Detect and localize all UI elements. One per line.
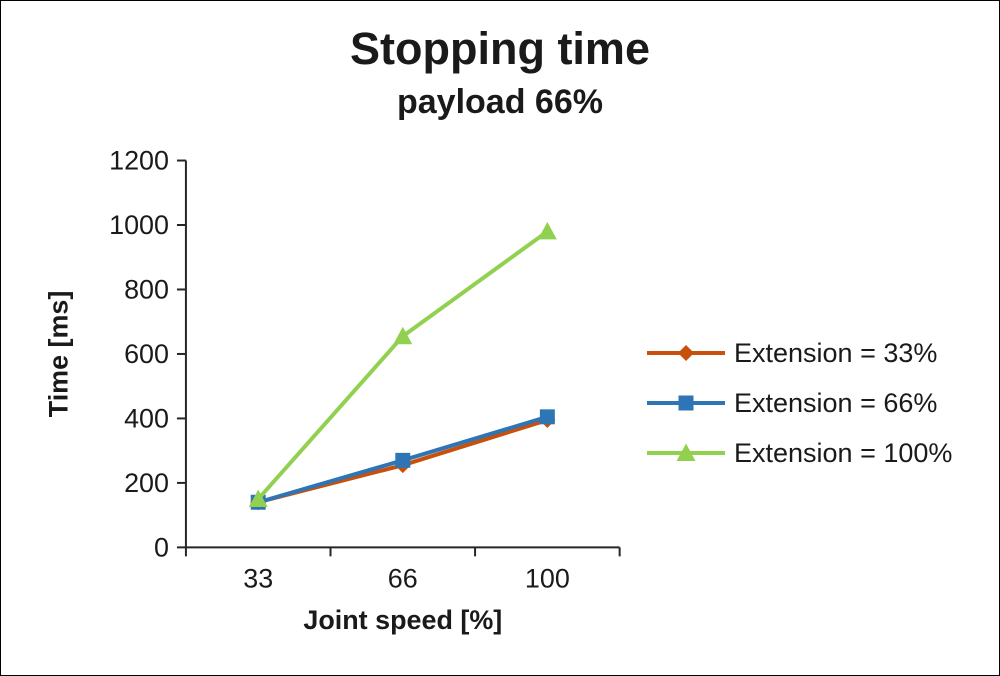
x-tick-label: 66 <box>388 563 418 593</box>
y-tick-label: 600 <box>124 339 169 369</box>
legend-item: Extension = 33% <box>647 332 952 374</box>
legend-item: Extension = 100% <box>647 432 952 474</box>
legend-item: Extension = 66% <box>647 382 952 424</box>
square-marker-icon <box>678 395 694 411</box>
legend-label: Extension = 100% <box>734 437 953 468</box>
y-tick-label: 1000 <box>109 210 169 240</box>
x-tick-label: 100 <box>525 563 570 593</box>
diamond-marker-icon <box>678 345 694 361</box>
chart-title: Stopping time <box>350 23 650 74</box>
legend: Extension = 33% Extension = 66% Extension … <box>647 332 952 474</box>
y-tick-label: 400 <box>124 403 169 433</box>
x-axis-title: Joint speed [%] <box>303 605 502 635</box>
legend-label: Extension = 66% <box>734 387 938 418</box>
legend-swatch <box>647 395 725 411</box>
square-marker-icon <box>539 409 555 425</box>
legend-swatch <box>647 443 725 461</box>
legend-label: Extension = 33% <box>734 337 938 368</box>
triangle-marker-icon <box>676 443 696 461</box>
y-tick-label: 0 <box>154 532 169 562</box>
y-tick-label: 800 <box>124 274 169 304</box>
triangle-marker-icon <box>248 489 268 507</box>
chart-subtitle: payload 66% <box>397 83 603 121</box>
x-tick-label: 33 <box>243 563 273 593</box>
y-tick-label: 200 <box>124 468 169 498</box>
legend-swatch <box>647 345 725 361</box>
triangle-marker-icon <box>537 221 557 240</box>
square-marker-icon <box>395 452 411 468</box>
y-axis-title: Time [ms] <box>43 291 73 418</box>
y-tick-label: 1200 <box>109 146 169 176</box>
triangle-marker-icon <box>393 326 413 345</box>
